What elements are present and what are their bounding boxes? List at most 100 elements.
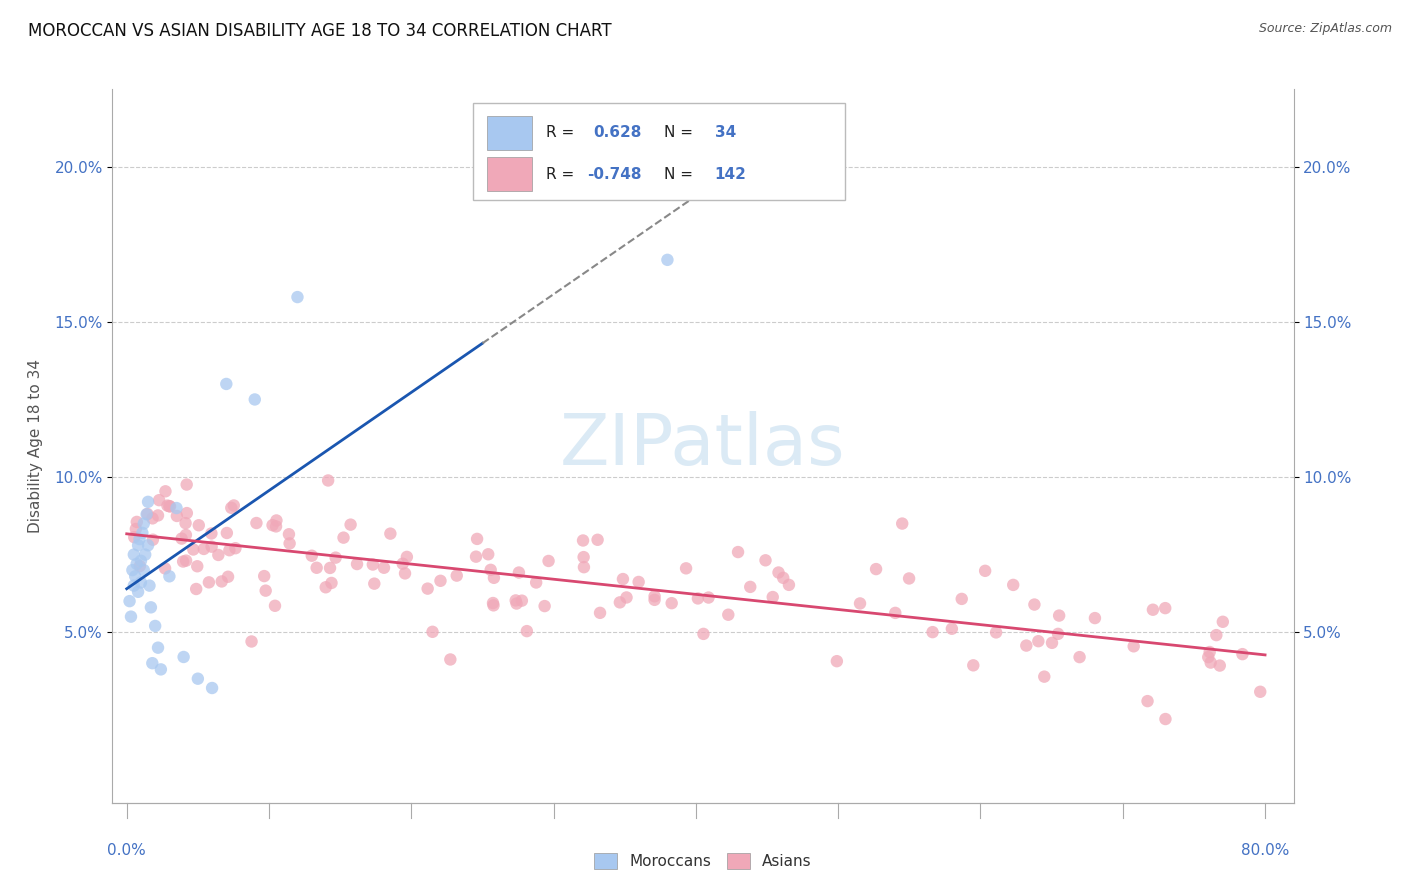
Text: 0.0%: 0.0%: [107, 843, 146, 858]
Point: [129, 554, 152, 568]
FancyBboxPatch shape: [486, 157, 531, 191]
Point: [675, 561, 697, 575]
Point: [217, 570, 239, 584]
Point: [1249, 685, 1271, 699]
Point: [134, 548, 156, 562]
Point: [121, 563, 143, 577]
Point: [262, 518, 284, 533]
Point: [1212, 615, 1234, 629]
Point: [740, 580, 762, 594]
Point: [135, 508, 157, 522]
Point: [166, 501, 188, 516]
Point: [155, 484, 177, 499]
Point: [482, 599, 505, 613]
Point: [717, 607, 740, 622]
Point: [361, 558, 384, 572]
Point: [1197, 650, 1219, 665]
Point: [482, 596, 505, 610]
Point: [661, 596, 683, 610]
Point: [240, 634, 263, 648]
Point: [253, 569, 276, 583]
Point: [243, 392, 266, 407]
Point: [482, 571, 505, 585]
Point: [697, 591, 720, 605]
Point: [221, 500, 243, 515]
Point: [1040, 636, 1063, 650]
Point: [287, 290, 309, 304]
Point: [198, 575, 221, 590]
Point: [129, 575, 152, 590]
Point: [1199, 656, 1222, 670]
Point: [218, 543, 240, 558]
Point: [127, 538, 149, 552]
Point: [207, 548, 229, 562]
Point: [516, 624, 538, 639]
Point: [301, 549, 323, 563]
Point: [138, 579, 160, 593]
Text: N =: N =: [664, 167, 697, 182]
Point: [849, 596, 872, 610]
Point: [644, 592, 666, 607]
Point: [132, 516, 155, 531]
Point: [1232, 647, 1254, 661]
Point: [332, 531, 354, 545]
Point: [1142, 603, 1164, 617]
Text: -0.748: -0.748: [588, 167, 641, 182]
Point: [122, 579, 145, 593]
Point: [128, 559, 150, 574]
Point: [278, 536, 301, 550]
Text: 80.0%: 80.0%: [1241, 843, 1289, 858]
Text: R =: R =: [546, 125, 579, 140]
Point: [537, 554, 560, 568]
Point: [465, 549, 488, 564]
Point: [143, 619, 166, 633]
Text: 0.628: 0.628: [593, 125, 641, 140]
Point: [264, 519, 287, 533]
Point: [644, 589, 666, 603]
Point: [193, 541, 215, 556]
Point: [141, 656, 163, 670]
Point: [149, 662, 172, 676]
Point: [962, 658, 984, 673]
Point: [891, 516, 914, 531]
Point: [612, 572, 634, 586]
Point: [174, 528, 197, 542]
Point: [222, 499, 245, 513]
Point: [127, 584, 149, 599]
Point: [1028, 634, 1050, 648]
Point: [264, 599, 287, 613]
Point: [921, 625, 943, 640]
Point: [373, 560, 395, 574]
Point: [439, 652, 461, 666]
Point: [505, 593, 527, 607]
Point: [181, 542, 204, 557]
Point: [141, 511, 163, 525]
Point: [1209, 658, 1232, 673]
Point: [572, 533, 595, 548]
Point: [1047, 627, 1070, 641]
Point: [156, 499, 179, 513]
Point: [245, 516, 267, 530]
Point: [157, 499, 180, 513]
Point: [825, 654, 848, 668]
Point: [200, 526, 222, 541]
Point: [124, 569, 146, 583]
Point: [174, 553, 197, 567]
Point: [319, 561, 342, 575]
Point: [616, 591, 638, 605]
Point: [1002, 578, 1025, 592]
Text: R =: R =: [546, 167, 579, 182]
Point: [136, 538, 159, 552]
Point: [416, 582, 439, 596]
Point: [1015, 639, 1038, 653]
Point: [186, 582, 208, 596]
Point: [422, 624, 444, 639]
Point: [898, 571, 921, 585]
Point: [692, 627, 714, 641]
Point: [363, 576, 385, 591]
Point: [754, 553, 776, 567]
Point: [974, 564, 997, 578]
Point: [941, 622, 963, 636]
Point: [508, 566, 530, 580]
Point: [1136, 694, 1159, 708]
